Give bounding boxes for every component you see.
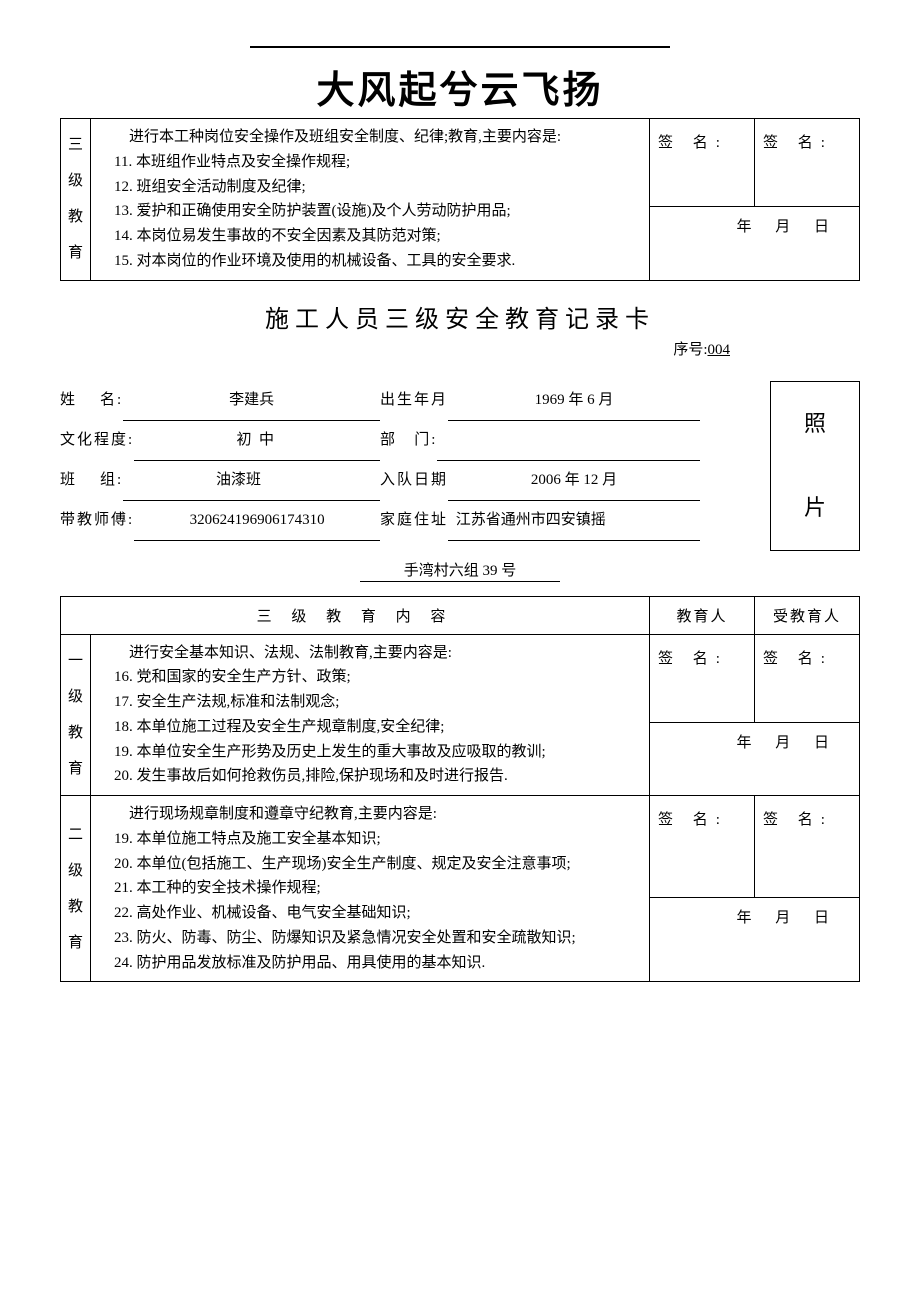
level2-head: 二级教育	[61, 796, 91, 982]
serial-label: 序号:	[673, 342, 707, 358]
level2-date: 年 月 日	[650, 897, 860, 981]
team-value: 油漆班	[123, 461, 380, 501]
team-label: 班 组:	[60, 461, 123, 500]
edu-label: 文化程度:	[60, 421, 134, 460]
level1-student-sign: 签 名:	[755, 634, 860, 722]
photo-box: 照 片	[770, 381, 860, 551]
col-student-head: 受教育人	[755, 596, 860, 634]
level1-date: 年 月 日	[650, 722, 860, 795]
photo-char-2: 片	[804, 479, 826, 536]
dob-value: 1969 年 6 月	[448, 381, 700, 421]
level3-head: 三级教育	[61, 119, 91, 281]
photo-char-1: 照	[804, 395, 826, 452]
name-value: 李建兵	[123, 381, 380, 421]
dob-label: 出生年月	[380, 381, 448, 420]
mentor-label: 带教师傅:	[60, 501, 134, 540]
level3-student-sign: 签 名:	[755, 119, 860, 207]
top-edu-table: 三级教育 进行本工种岗位安全操作及班组安全制度、纪律;教育,主要内容是:11. …	[60, 118, 860, 281]
level2-content: 进行现场规章制度和遵章守纪教育,主要内容是:19. 本单位施工特点及施工安全基本…	[91, 796, 650, 982]
page-big-title: 大风起兮云飞扬	[60, 59, 860, 114]
serial-value: 004	[708, 342, 731, 358]
level3-date: 年 月 日	[650, 207, 860, 280]
dept-value	[437, 421, 700, 461]
name-label: 姓 名:	[60, 381, 123, 420]
level3-content: 进行本工种岗位安全操作及班组安全制度、纪律;教育,主要内容是:11. 本班组作业…	[91, 119, 650, 281]
personal-info: 姓 名: 李建兵 出生年月 1969 年 6 月 文化程度: 初 中 部 门: …	[60, 381, 860, 541]
addr-label: 家庭住址	[380, 501, 448, 540]
addr-value: 江苏省通州市四安镇摇	[448, 501, 700, 541]
join-value: 2006 年 12 月	[448, 461, 700, 501]
join-label: 入队日期	[380, 461, 448, 500]
level1-educator-sign: 签 名:	[650, 634, 755, 722]
level2-student-sign: 签 名:	[755, 796, 860, 898]
level1-content: 进行安全基本知识、法规、法制教育,主要内容是:16. 党和国家的安全生产方针、政…	[91, 634, 650, 796]
main-edu-table: 三 级 教 育 内 容 教育人 受教育人 一级教育 进行安全基本知识、法规、法制…	[60, 596, 860, 983]
dept-label: 部 门:	[380, 421, 437, 460]
addr-line-2: 手湾村六组 39 号	[360, 559, 560, 582]
level1-head: 一级教育	[61, 634, 91, 796]
form-title: 施工人员三级安全教育记录卡	[60, 299, 860, 334]
serial-line: 序号:004	[60, 338, 860, 359]
col-educator-head: 教育人	[650, 596, 755, 634]
top-rule	[60, 40, 860, 57]
edu-value: 初 中	[134, 421, 380, 461]
level3-educator-sign: 签 名:	[650, 119, 755, 207]
level2-educator-sign: 签 名:	[650, 796, 755, 898]
col-content-head: 三 级 教 育 内 容	[61, 596, 650, 634]
mentor-value: 320624196906174310	[134, 501, 380, 541]
